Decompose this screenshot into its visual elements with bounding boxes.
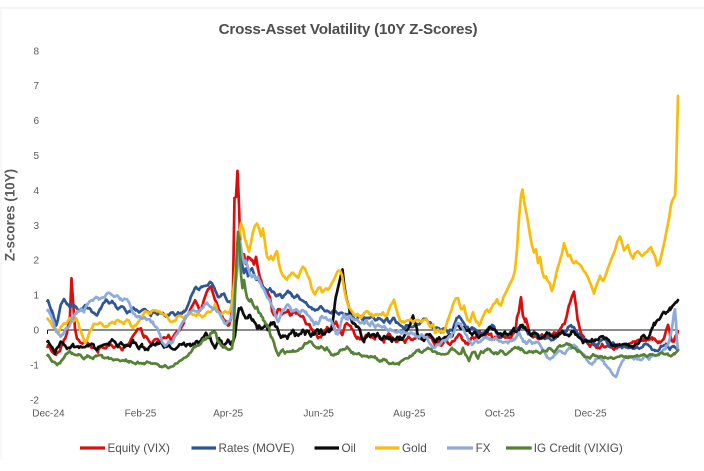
svg-text:Feb-25: Feb-25 <box>125 409 157 420</box>
svg-text:5: 5 <box>33 151 39 162</box>
svg-text:Dec-25: Dec-25 <box>574 409 607 420</box>
svg-text:Apr-25: Apr-25 <box>213 409 243 420</box>
svg-text:Cross-Asset Volatility (10Y Z-: Cross-Asset Volatility (10Y Z-Scores) <box>219 21 478 38</box>
svg-text:2: 2 <box>33 256 39 267</box>
svg-text:1: 1 <box>33 291 39 302</box>
svg-text:7: 7 <box>33 81 39 92</box>
svg-text:Rates (MOVE): Rates (MOVE) <box>219 442 295 455</box>
svg-text:4: 4 <box>33 186 39 197</box>
svg-text:8: 8 <box>33 46 39 57</box>
svg-text:Aug-25: Aug-25 <box>393 409 426 420</box>
svg-text:Jun-25: Jun-25 <box>303 409 334 420</box>
svg-text:Equity (VIX): Equity (VIX) <box>108 442 170 455</box>
svg-text:6: 6 <box>33 116 39 127</box>
svg-text:Oil: Oil <box>342 442 356 455</box>
svg-text:-1: -1 <box>30 360 39 371</box>
svg-text:Gold: Gold <box>402 442 427 455</box>
svg-text:-2: -2 <box>30 395 39 406</box>
svg-text:3: 3 <box>33 221 39 232</box>
svg-text:0: 0 <box>33 326 39 337</box>
svg-text:Z-scores (10Y): Z-scores (10Y) <box>3 169 18 261</box>
svg-text:FX: FX <box>476 442 491 455</box>
svg-text:IG Credit (VIXIG): IG Credit (VIXIG) <box>534 442 623 455</box>
svg-text:Oct-25: Oct-25 <box>485 409 515 420</box>
svg-text:Dec-24: Dec-24 <box>32 409 65 420</box>
